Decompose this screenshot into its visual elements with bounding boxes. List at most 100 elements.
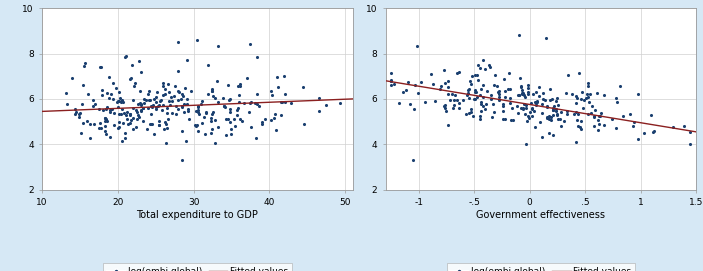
Point [193, 107, 204, 112]
Point [472, 62, 484, 67]
Point [104, 110, 115, 115]
Point [493, 98, 504, 102]
Point [465, 81, 477, 86]
Point [228, 117, 240, 121]
Point [226, 132, 237, 136]
Point [60, 91, 72, 95]
Point [470, 88, 481, 92]
Point [405, 102, 416, 106]
Point [186, 89, 197, 93]
Point [489, 73, 501, 77]
Point [505, 96, 516, 100]
Point [570, 140, 581, 144]
Point [126, 76, 137, 81]
Point [516, 91, 527, 96]
Point [486, 92, 497, 97]
Point [298, 122, 309, 127]
Point [221, 133, 232, 137]
Point [465, 110, 476, 114]
Point [152, 90, 163, 94]
Point [588, 124, 600, 128]
Point [410, 82, 421, 87]
Point [133, 115, 144, 119]
Point [132, 113, 143, 117]
Point [475, 93, 486, 97]
Point [610, 96, 621, 100]
Point [127, 106, 138, 110]
Point [442, 123, 453, 128]
Point [167, 99, 178, 103]
Point [551, 96, 562, 100]
Point [503, 87, 514, 91]
Point [562, 108, 573, 113]
Point [385, 78, 396, 82]
Point [223, 97, 234, 102]
Point [556, 110, 567, 114]
Point [560, 91, 572, 95]
Point [427, 82, 439, 86]
Point [462, 91, 473, 96]
Point [107, 107, 118, 111]
Point [297, 85, 309, 89]
Point [522, 86, 533, 90]
Point [562, 73, 574, 77]
Point [182, 108, 193, 113]
Point [576, 119, 587, 123]
Point [470, 90, 481, 94]
Point [477, 95, 489, 99]
Point [75, 111, 86, 115]
Point [524, 109, 535, 114]
Point [538, 97, 549, 102]
Point [125, 118, 136, 122]
Point [526, 106, 537, 110]
Point [233, 92, 245, 97]
Point [555, 117, 566, 121]
Point [548, 108, 559, 112]
Point [411, 44, 423, 48]
Point [234, 84, 245, 88]
Point [647, 130, 659, 134]
Point [176, 92, 188, 96]
Point [120, 54, 131, 58]
Point [582, 80, 593, 85]
Point [209, 96, 221, 101]
Point [415, 80, 427, 84]
Point [498, 117, 509, 122]
Point [479, 67, 491, 72]
Point [272, 85, 283, 89]
Point [155, 98, 167, 102]
Point [251, 55, 262, 59]
Point [145, 103, 156, 108]
Point [571, 117, 582, 122]
Point [385, 71, 396, 75]
Point [153, 103, 165, 108]
Point [536, 134, 547, 139]
Point [193, 129, 204, 134]
Point [112, 126, 124, 130]
Point [465, 79, 476, 83]
Point [585, 92, 596, 96]
Point [581, 92, 593, 96]
Point [438, 67, 449, 72]
Point [524, 115, 535, 120]
Point [165, 94, 176, 99]
Point [207, 87, 218, 91]
Point [153, 123, 165, 127]
Point [179, 86, 191, 90]
Point [172, 107, 183, 111]
Point [157, 81, 169, 86]
Point [590, 108, 601, 112]
Point [138, 118, 149, 123]
Point [599, 123, 610, 127]
Point [95, 65, 106, 69]
Point [472, 95, 483, 99]
Point [138, 101, 150, 106]
Point [476, 100, 487, 104]
Point [213, 44, 224, 49]
Point [493, 92, 504, 96]
Point [172, 98, 183, 102]
Point [439, 106, 451, 110]
Point [531, 101, 542, 105]
Point [192, 109, 203, 114]
Point [124, 113, 136, 117]
